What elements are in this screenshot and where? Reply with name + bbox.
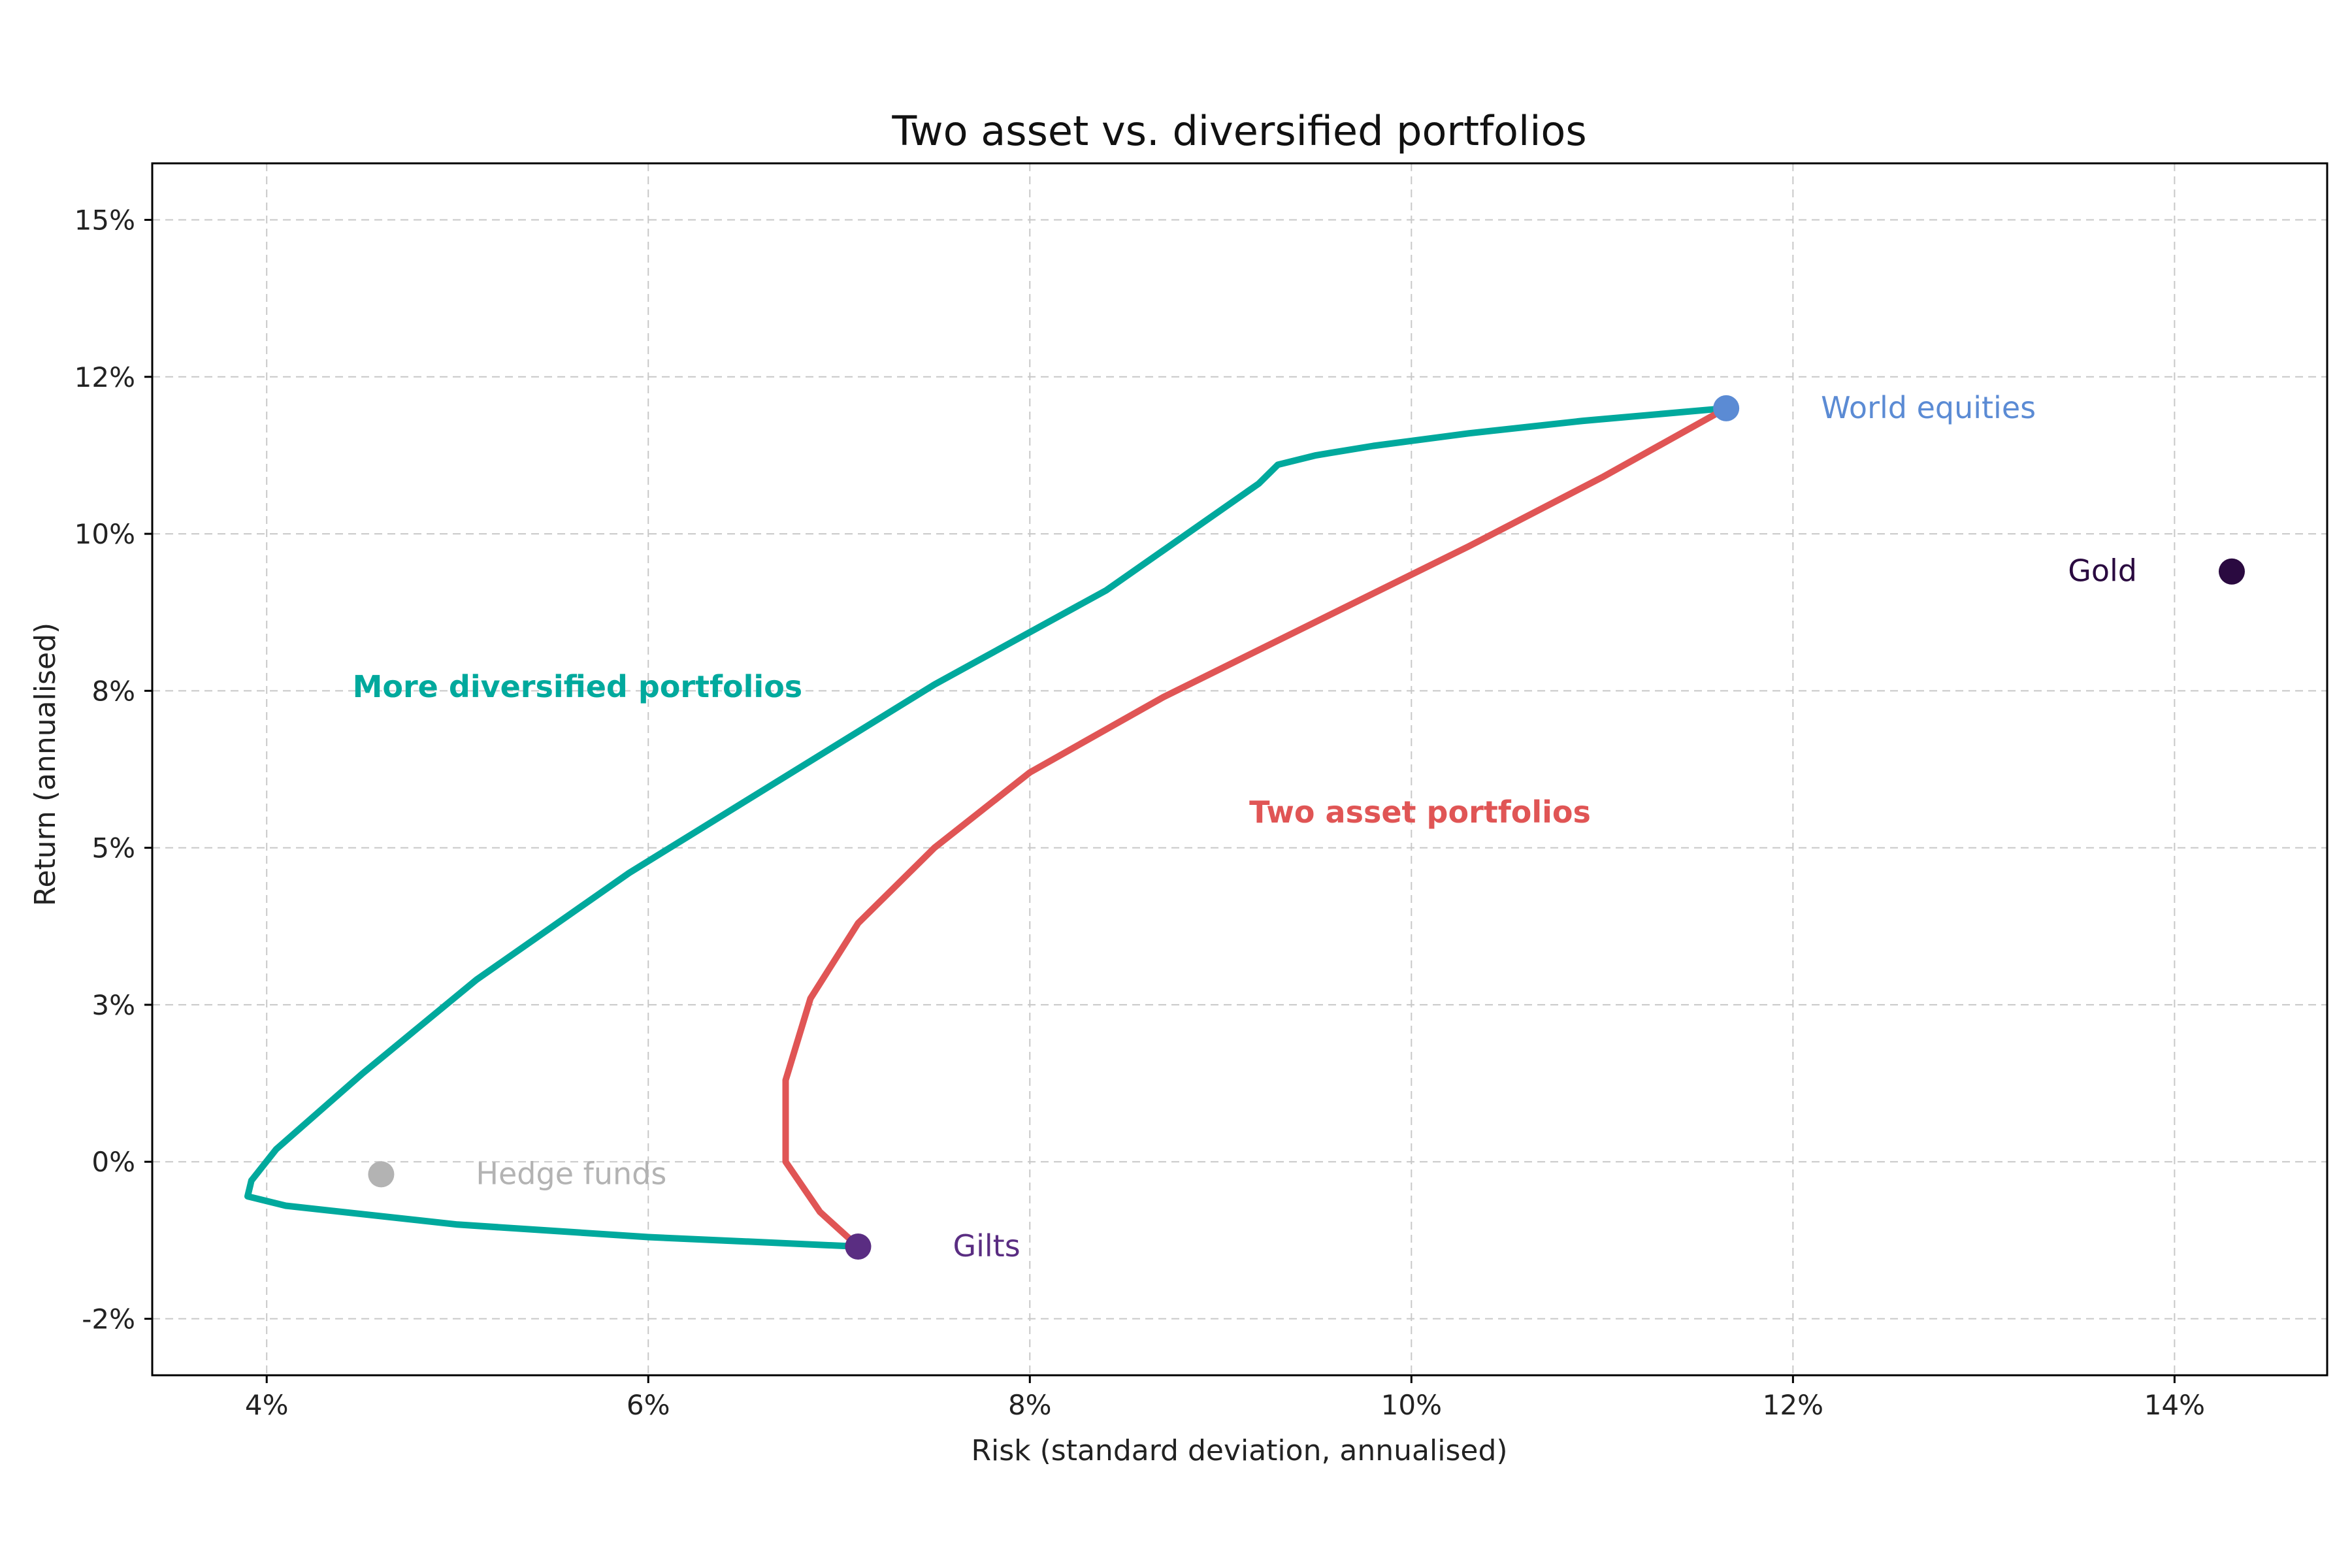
gold-label: Gold bbox=[2068, 553, 2137, 589]
x-tick-label: 6% bbox=[627, 1389, 670, 1421]
hedge-funds-point bbox=[368, 1161, 395, 1188]
diversified-frontier-line bbox=[244, 404, 1730, 1250]
annotations-layer: More diversified portfolios Two asset por… bbox=[353, 669, 1591, 830]
y-tick-label: 15% bbox=[74, 204, 135, 237]
y-tick-label: -2% bbox=[82, 1303, 135, 1335]
y-tick-label: 5% bbox=[91, 832, 135, 864]
two-asset-frontier-line bbox=[782, 404, 1730, 1250]
x-axis-title: Risk (standard deviation, annualised) bbox=[971, 1434, 1507, 1467]
y-tick-label: 0% bbox=[91, 1146, 135, 1178]
grid bbox=[152, 163, 2327, 1375]
y-tick-label: 8% bbox=[91, 675, 135, 707]
gold-point bbox=[2218, 558, 2245, 585]
x-tick-label: 8% bbox=[1008, 1389, 1052, 1421]
x-axis-ticks: 4% 6% 8% 10% 12% 14% bbox=[245, 1375, 2205, 1421]
x-tick-label: 12% bbox=[1763, 1389, 1823, 1421]
world-equities-point bbox=[1713, 395, 1740, 421]
x-tick-label: 4% bbox=[245, 1389, 289, 1421]
chart-title: Two asset vs. diversified portfolios bbox=[891, 107, 1586, 155]
y-axis-ticks: -2% 0% 3% 5% 8% 10% 12% 15% bbox=[74, 204, 152, 1335]
plot-frame bbox=[151, 162, 2328, 1377]
hedge-funds-label: Hedge funds bbox=[476, 1156, 666, 1191]
world-equities-label: World equities bbox=[1821, 390, 2036, 425]
two-asset-portfolios-annotation: Two asset portfolios bbox=[1249, 794, 1591, 830]
gilts-point bbox=[845, 1233, 872, 1260]
y-tick-label: 10% bbox=[74, 518, 135, 550]
series-layer bbox=[244, 404, 1730, 1250]
y-tick-label: 3% bbox=[91, 989, 135, 1021]
more-diversified-portfolios-annotation: More diversified portfolios bbox=[353, 669, 803, 704]
x-tick-label: 10% bbox=[1381, 1389, 1442, 1421]
x-tick-label: 14% bbox=[2144, 1389, 2205, 1421]
gilts-label: Gilts bbox=[953, 1228, 1020, 1264]
y-axis-title: Return (annualised) bbox=[29, 623, 62, 906]
y-tick-label: 12% bbox=[74, 361, 135, 393]
points-layer: World equities Gold Hedge funds Gilts bbox=[368, 390, 2245, 1264]
